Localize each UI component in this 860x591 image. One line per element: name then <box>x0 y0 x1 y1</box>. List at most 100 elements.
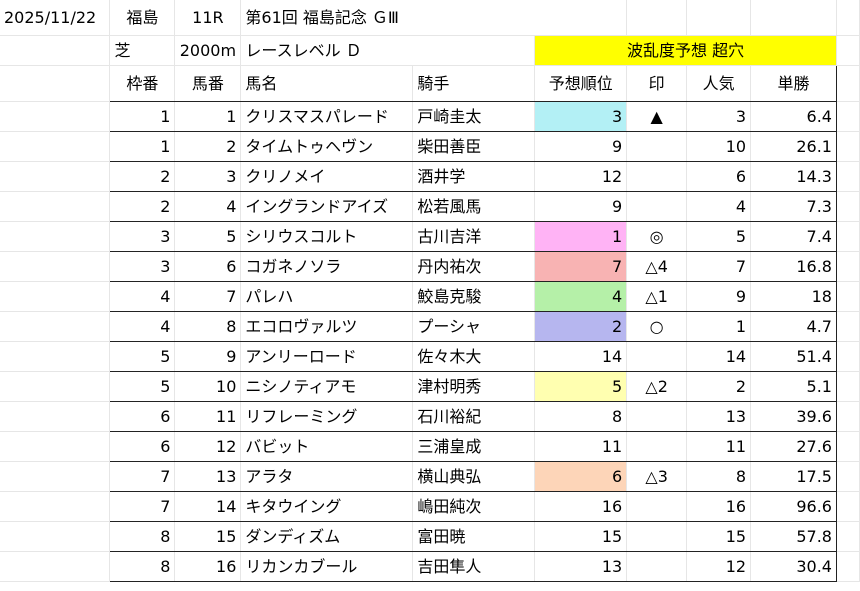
surface-cell[interactable]: 芝 <box>109 35 176 66</box>
mark-cell[interactable] <box>626 521 688 552</box>
jockey-cell[interactable]: 津村明秀 <box>412 371 536 402</box>
jockey-cell[interactable]: 嶋田純次 <box>412 491 536 522</box>
horse-number-cell[interactable]: 1 <box>174 101 242 132</box>
win-odds-cell[interactable]: 27.6 <box>750 431 837 462</box>
frame-number-cell[interactable]: 4 <box>109 311 176 342</box>
predicted-rank-cell[interactable]: 14 <box>534 341 628 372</box>
jockey-cell[interactable]: 戸崎圭太 <box>412 101 536 132</box>
mark-cell[interactable] <box>626 491 688 522</box>
horse-name-cell[interactable]: パレハ <box>240 281 414 312</box>
frame-number-cell[interactable]: 5 <box>109 371 176 402</box>
horse-name-cell[interactable]: イングランドアイズ <box>240 191 414 222</box>
empty-cell[interactable] <box>836 311 860 342</box>
horse-name-cell[interactable]: バビット <box>240 431 414 462</box>
jockey-cell[interactable]: 佐々木大 <box>412 341 536 372</box>
predicted-rank-cell[interactable]: 11 <box>534 431 628 462</box>
popularity-cell[interactable]: 14 <box>686 341 752 372</box>
horse-number-cell[interactable]: 4 <box>174 191 242 222</box>
popularity-cell[interactable]: 13 <box>686 401 752 432</box>
popularity-cell[interactable]: 4 <box>686 191 752 222</box>
frame-number-cell[interactable]: 2 <box>109 191 176 222</box>
win-odds-cell[interactable]: 57.8 <box>750 521 837 552</box>
empty-cell[interactable] <box>836 461 860 492</box>
venue-cell[interactable]: 福島 <box>109 0 176 36</box>
horse-name-cell[interactable]: キタウイング <box>240 491 414 522</box>
predicted-rank-cell[interactable]: 13 <box>534 551 628 582</box>
empty-cell[interactable] <box>0 521 111 552</box>
win-odds-cell[interactable]: 7.4 <box>750 221 837 252</box>
mark-cell[interactable] <box>626 131 688 162</box>
horse-number-cell[interactable]: 15 <box>174 521 242 552</box>
empty-cell[interactable] <box>836 221 860 252</box>
mark-cell[interactable]: △3 <box>626 461 688 492</box>
header-predicted-rank[interactable]: 予想順位 <box>534 65 628 102</box>
mark-cell[interactable] <box>626 401 688 432</box>
popularity-cell[interactable]: 11 <box>686 431 752 462</box>
horse-name-cell[interactable]: タイムトゥヘヴン <box>240 131 414 162</box>
horse-name-cell[interactable]: ニシノティアモ <box>240 371 414 402</box>
horse-number-cell[interactable]: 3 <box>174 161 242 192</box>
jockey-cell[interactable]: 鮫島克駿 <box>412 281 536 312</box>
horse-name-cell[interactable]: リカンカブール <box>240 551 414 582</box>
horse-name-cell[interactable]: アンリーロード <box>240 341 414 372</box>
win-odds-cell[interactable]: 16.8 <box>750 251 837 282</box>
mark-cell[interactable] <box>626 161 688 192</box>
empty-cell[interactable] <box>0 431 111 462</box>
empty-cell[interactable] <box>0 551 111 582</box>
frame-number-cell[interactable]: 1 <box>109 101 176 132</box>
empty-cell[interactable] <box>836 551 860 582</box>
predicted-rank-cell[interactable]: 16 <box>534 491 628 522</box>
predicted-rank-cell[interactable]: 7 <box>534 251 628 282</box>
jockey-cell[interactable]: 松若風馬 <box>412 191 536 222</box>
horse-number-cell[interactable]: 8 <box>174 311 242 342</box>
win-odds-cell[interactable]: 4.7 <box>750 311 837 342</box>
popularity-cell[interactable]: 15 <box>686 521 752 552</box>
frame-number-cell[interactable]: 1 <box>109 131 176 162</box>
header-win-odds[interactable]: 単勝 <box>750 65 837 102</box>
empty-cell[interactable] <box>0 311 111 342</box>
empty-cell[interactable] <box>0 131 111 162</box>
empty-cell[interactable] <box>0 191 111 222</box>
frame-number-cell[interactable]: 8 <box>109 551 176 582</box>
frame-number-cell[interactable]: 3 <box>109 251 176 282</box>
horse-number-cell[interactable]: 9 <box>174 341 242 372</box>
upset-forecast-cell[interactable]: 波乱度予想 超穴 <box>534 35 837 66</box>
mark-cell[interactable]: ◎ <box>626 221 688 252</box>
popularity-cell[interactable]: 3 <box>686 101 752 132</box>
jockey-cell[interactable]: 富田暁 <box>412 521 536 552</box>
jockey-cell[interactable]: 石川裕紀 <box>412 401 536 432</box>
win-odds-cell[interactable]: 26.1 <box>750 131 837 162</box>
predicted-rank-cell[interactable]: 6 <box>534 461 628 492</box>
popularity-cell[interactable]: 16 <box>686 491 752 522</box>
empty-cell[interactable] <box>836 161 860 192</box>
horse-name-cell[interactable]: クリスマスパレード <box>240 101 414 132</box>
predicted-rank-cell[interactable]: 9 <box>534 191 628 222</box>
empty-cell[interactable] <box>0 341 111 372</box>
jockey-cell[interactable]: 横山典弘 <box>412 461 536 492</box>
race-number-cell[interactable]: 11R <box>174 0 242 36</box>
predicted-rank-cell[interactable]: 12 <box>534 161 628 192</box>
empty-cell[interactable] <box>836 65 860 102</box>
empty-cell[interactable] <box>836 521 860 552</box>
distance-cell[interactable]: 2000m <box>174 35 242 66</box>
mark-cell[interactable]: △2 <box>626 371 688 402</box>
win-odds-cell[interactable]: 17.5 <box>750 461 837 492</box>
predicted-rank-cell[interactable]: 9 <box>534 131 628 162</box>
win-odds-cell[interactable]: 39.6 <box>750 401 837 432</box>
jockey-cell[interactable]: 三浦皇成 <box>412 431 536 462</box>
predicted-rank-cell[interactable]: 15 <box>534 521 628 552</box>
frame-number-cell[interactable]: 8 <box>109 521 176 552</box>
empty-cell[interactable] <box>0 35 111 66</box>
mark-cell[interactable]: △4 <box>626 251 688 282</box>
jockey-cell[interactable]: 古川吉洋 <box>412 221 536 252</box>
empty-cell[interactable] <box>0 371 111 402</box>
header-horse-number[interactable]: 馬番 <box>174 65 242 102</box>
horse-number-cell[interactable]: 6 <box>174 251 242 282</box>
empty-cell[interactable] <box>836 401 860 432</box>
frame-number-cell[interactable]: 3 <box>109 221 176 252</box>
empty-cell[interactable] <box>626 0 688 36</box>
horse-number-cell[interactable]: 11 <box>174 401 242 432</box>
horse-name-cell[interactable]: リフレーミング <box>240 401 414 432</box>
horse-number-cell[interactable]: 14 <box>174 491 242 522</box>
horse-name-cell[interactable]: シリウスコルト <box>240 221 414 252</box>
